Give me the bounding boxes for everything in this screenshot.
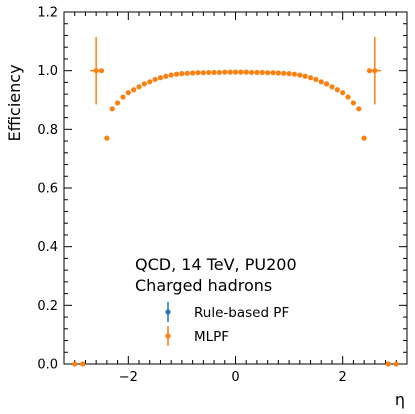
data-point-mlpf xyxy=(265,70,271,76)
x-tick-label: 2 xyxy=(339,370,347,385)
data-point-mlpf xyxy=(361,135,367,141)
data-point-mlpf xyxy=(147,79,153,85)
y-axis: 0.0 0.2 0.4 0.6 0.8 1.0 1.2 xyxy=(37,6,407,373)
data-point-mlpf xyxy=(72,361,78,367)
data-point-mlpf xyxy=(184,70,190,76)
data-point-mlpf xyxy=(173,71,180,77)
data-point-mlpf xyxy=(248,69,255,76)
x-axis-label: η xyxy=(395,390,405,409)
data-point-mlpf xyxy=(307,75,314,81)
data-point-mlpf xyxy=(275,70,281,76)
data-point-mlpf xyxy=(136,84,142,90)
annotation-particle: Charged hadrons xyxy=(135,276,272,295)
data-point-mlpf xyxy=(114,100,121,106)
data-point-mlpf xyxy=(190,70,196,76)
data-point-mlpf xyxy=(297,72,303,78)
data-point-mlpf xyxy=(356,106,362,112)
x-axis: −2 0 2 xyxy=(63,12,408,385)
data-point-mlpf xyxy=(125,90,131,96)
data-point-mlpf xyxy=(200,70,206,76)
data-point-mlpf xyxy=(211,69,217,76)
data-point-mlpf xyxy=(318,79,324,85)
data-point-mlpf xyxy=(163,73,169,79)
y-tick-label: 1.0 xyxy=(37,64,58,79)
legend-marker-mlpf xyxy=(165,326,171,346)
y-tick-label: 0.2 xyxy=(37,299,58,314)
data-point-mlpf xyxy=(222,69,228,75)
data-point-mlpf xyxy=(259,69,265,76)
data-point-mlpf xyxy=(141,81,147,87)
data-point-mlpf xyxy=(80,361,86,367)
data-point-mlpf xyxy=(168,72,174,78)
data-point-mlpf xyxy=(179,71,185,77)
y-tick-label: 0.6 xyxy=(37,182,58,197)
data-point-mlpf xyxy=(104,135,110,141)
data-point-mlpf xyxy=(232,69,239,75)
data-point-mlpf xyxy=(302,73,308,79)
legend-label-mlpf: MLPF xyxy=(194,329,229,345)
data-point-mlpf xyxy=(131,87,137,93)
data-point-mlpf xyxy=(372,68,378,74)
data-point-mlpf xyxy=(216,69,223,76)
data-point-mlpf xyxy=(329,84,335,90)
plot-area xyxy=(72,36,399,367)
data-point-mlpf xyxy=(98,68,105,74)
y-tick-label: 0.0 xyxy=(37,358,58,373)
data-point-mlpf xyxy=(340,90,346,96)
y-axis-label: Efficiency xyxy=(5,64,24,141)
data-point-mlpf xyxy=(227,69,233,75)
legend-label-rule-based-pf: Rule-based PF xyxy=(194,305,289,321)
data-point-mlpf xyxy=(350,100,357,106)
legend: Rule-based PF MLPF xyxy=(165,302,289,346)
data-point-mlpf xyxy=(345,94,351,100)
data-point-mlpf xyxy=(238,69,244,75)
x-tick-label: −2 xyxy=(119,370,138,385)
data-point-mlpf xyxy=(291,71,298,77)
data-point-mlpf xyxy=(393,361,399,367)
data-point-mlpf xyxy=(120,94,126,100)
data-point-mlpf xyxy=(270,70,276,76)
legend-marker-rule-based-pf xyxy=(165,302,171,322)
data-point-mlpf xyxy=(334,87,340,93)
data-point-mlpf xyxy=(324,81,330,87)
x-tick-label: 0 xyxy=(231,370,239,385)
annotation-process: QCD, 14 TeV, PU200 xyxy=(135,255,297,274)
data-point-mlpf xyxy=(109,106,115,112)
data-point-mlpf xyxy=(254,69,260,76)
data-point-mlpf xyxy=(93,68,99,74)
y-tick-label: 0.8 xyxy=(37,123,58,138)
data-point-mlpf xyxy=(152,76,158,83)
data-point-mlpf xyxy=(313,76,319,83)
y-tick-label: 1.2 xyxy=(37,6,58,21)
data-point-mlpf xyxy=(243,69,249,75)
data-point-mlpf xyxy=(206,69,212,76)
y-tick-label: 0.4 xyxy=(37,240,58,255)
data-point-mlpf xyxy=(195,70,201,76)
data-point-mlpf xyxy=(286,71,292,77)
data-point-mlpf xyxy=(157,75,164,81)
data-point-mlpf xyxy=(281,70,287,76)
data-point-mlpf xyxy=(385,361,391,367)
